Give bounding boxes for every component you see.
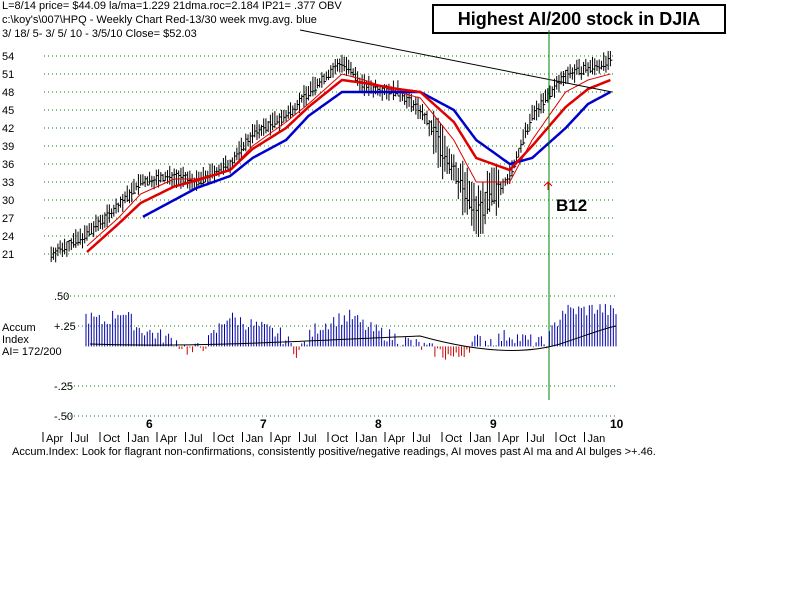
index-label: Index (2, 334, 29, 346)
accum-tick-label: -.50 (54, 411, 73, 423)
ma13-thin-line (86, 73, 611, 247)
footer-note: Accum.Index: Look for flagrant non-confi… (12, 446, 656, 458)
y-tick-label: 36 (2, 159, 14, 171)
month-tick-label: Apr (46, 433, 63, 445)
month-tick-label: Jul (303, 433, 317, 445)
ma13-line (86, 78, 611, 253)
chart-title-box: Highest AI/200 stock in DJIA (432, 4, 726, 34)
y-tick-label: 51 (2, 69, 14, 81)
y-tick-label: 27 (2, 213, 14, 225)
y-tick-label: 48 (2, 87, 14, 99)
month-tick-label: Apr (502, 433, 519, 445)
month-tick-label: Oct (559, 433, 576, 445)
year-tick-label: 8 (375, 417, 382, 431)
month-tick-label: Oct (217, 433, 234, 445)
y-tick-label: 21 (2, 249, 14, 261)
year-tick-label: 9 (490, 417, 497, 431)
month-tick-label: Jan (588, 433, 606, 445)
month-tick-label: Jul (189, 433, 203, 445)
month-tick-label: Apr (388, 433, 405, 445)
year-tick-label: 10 (610, 417, 624, 431)
month-tick-label: Jan (132, 433, 150, 445)
b12-arrow (543, 181, 553, 190)
accum-tick-label: -.25 (54, 381, 73, 393)
y-tick-label: 45 (2, 105, 14, 117)
month-tick-label: Jan (360, 433, 378, 445)
ma30-line (142, 90, 611, 218)
month-tick-label: Oct (331, 433, 348, 445)
accum-tick-label: .50 (54, 291, 69, 303)
year-tick-label: 7 (260, 417, 267, 431)
y-tick-label: 42 (2, 123, 14, 135)
month-tick-label: Oct (103, 433, 120, 445)
month-tick-label: Apr (160, 433, 177, 445)
year-tick-label: 6 (146, 417, 153, 431)
month-tick-label: Jan (474, 433, 492, 445)
header-line-3: 3/ 18/ 5- 3/ 5/ 10 - 3/5/10 Close= $52.0… (2, 28, 197, 40)
month-tick-label: Jul (75, 433, 89, 445)
ai-value-label: AI= 172/200 (2, 346, 62, 358)
y-tick-label: 54 (2, 51, 14, 63)
month-tick-label: Jan (246, 433, 264, 445)
accum-label: Accum (2, 322, 36, 334)
month-tick-label: Oct (445, 433, 462, 445)
trend-line (299, 29, 613, 93)
accum-ma-line (89, 325, 617, 351)
y-tick-label: 30 (2, 195, 14, 207)
month-tick-label: Jul (417, 433, 431, 445)
accum-tick-label: +.25 (54, 321, 76, 333)
y-tick-label: 39 (2, 141, 14, 153)
b12-annotation: B12 (556, 196, 588, 215)
header-line-1: L=8/14 price= $44.09 la/ma=1.229 21dma.r… (2, 0, 342, 12)
y-tick-label: 24 (2, 231, 14, 243)
month-tick-label: Apr (274, 433, 291, 445)
month-tick-label: Jul (531, 433, 545, 445)
header-line-2: c:\koy's\007\HPQ - Weekly Chart Red-13/3… (2, 14, 317, 26)
y-tick-label: 33 (2, 177, 14, 189)
